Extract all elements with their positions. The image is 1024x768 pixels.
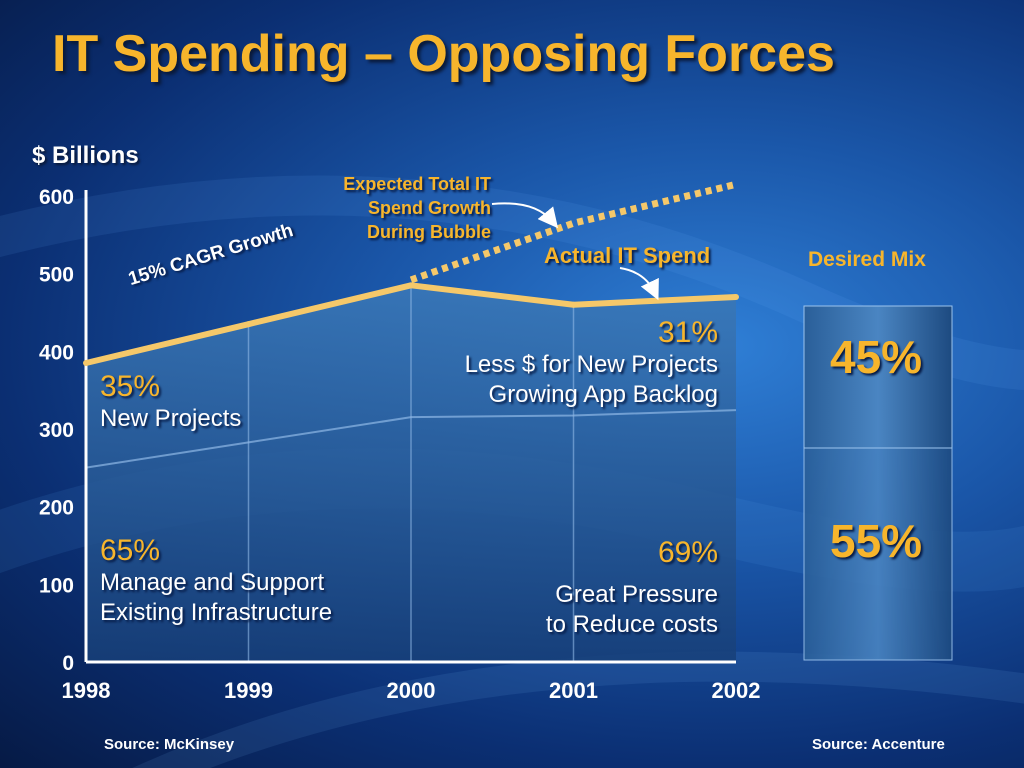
pressure-pct: 69% <box>657 536 718 569</box>
y-tick-label: 600 <box>39 186 74 209</box>
y-tick-label: 500 <box>39 264 74 287</box>
y-axis-label: $ Billions <box>32 142 139 169</box>
actual-spend-point <box>570 301 577 308</box>
left-top-note: 35% New Projects <box>100 370 241 434</box>
y-tick-label: 200 <box>39 497 74 520</box>
pressure-label-1: Great Pressure <box>555 581 718 608</box>
right-top-note: 31% Less $ for New Projects Growing App … <box>420 316 718 410</box>
actual-spend-point <box>408 282 414 289</box>
maintain-label-1: Manage and Support <box>100 569 325 596</box>
actual-arrow <box>619 267 659 301</box>
expected-spend-annotation: Expected Total IT Spend Growth During Bu… <box>343 174 491 242</box>
y-tick-label: 0 <box>62 652 74 675</box>
expected-arrow <box>491 202 559 229</box>
less-new-projects-label-1: Less $ for New Projects <box>464 351 718 378</box>
actual-spend-annotation: Actual IT Spend <box>544 243 711 268</box>
left-bottom-note: 65% Manage and Support Existing Infrastr… <box>100 534 332 628</box>
new-projects-pct: 35% <box>100 370 161 403</box>
page-title: IT Spending – Opposing Forces <box>52 25 835 83</box>
x-tick-label: 1999 <box>224 678 273 703</box>
desired-mix-label: Desired Mix <box>808 248 926 271</box>
x-tick-label: 2002 <box>712 678 761 703</box>
desired-mix-top-panel <box>803 305 953 449</box>
maintain-label-2: Existing Infrastructure <box>100 599 333 626</box>
right-bottom-note: 69% Great Pressure to Reduce costs <box>420 536 718 640</box>
less-new-projects-label-2: Growing App Backlog <box>488 381 718 408</box>
less-new-projects-pct: 31% <box>657 316 718 349</box>
x-tick-label: 2001 <box>549 678 598 703</box>
desired-mix-bottom-panel <box>803 447 953 661</box>
actual-spend-point <box>733 293 739 300</box>
maintain-pct: 65% <box>100 534 161 567</box>
desired-mix-top-pct: 45% <box>830 331 923 383</box>
desired-mix-bottom-pct: 55% <box>830 515 923 567</box>
pressure-label-2: to Reduce costs <box>545 611 718 638</box>
actual-spend-point <box>245 321 252 328</box>
y-tick-label: 300 <box>39 419 74 442</box>
expected-spend-line <box>409 180 737 284</box>
actual-spend-point <box>83 359 89 366</box>
x-tick-label: 1998 <box>62 678 111 703</box>
source-right: Source: Accenture <box>812 736 945 753</box>
x-tick-label: 2000 <box>387 678 436 703</box>
y-tick-label: 400 <box>39 341 74 364</box>
source-left: Source: McKinsey <box>104 736 235 753</box>
new-projects-label: New Projects <box>100 405 242 432</box>
y-tick-label: 100 <box>39 574 74 597</box>
